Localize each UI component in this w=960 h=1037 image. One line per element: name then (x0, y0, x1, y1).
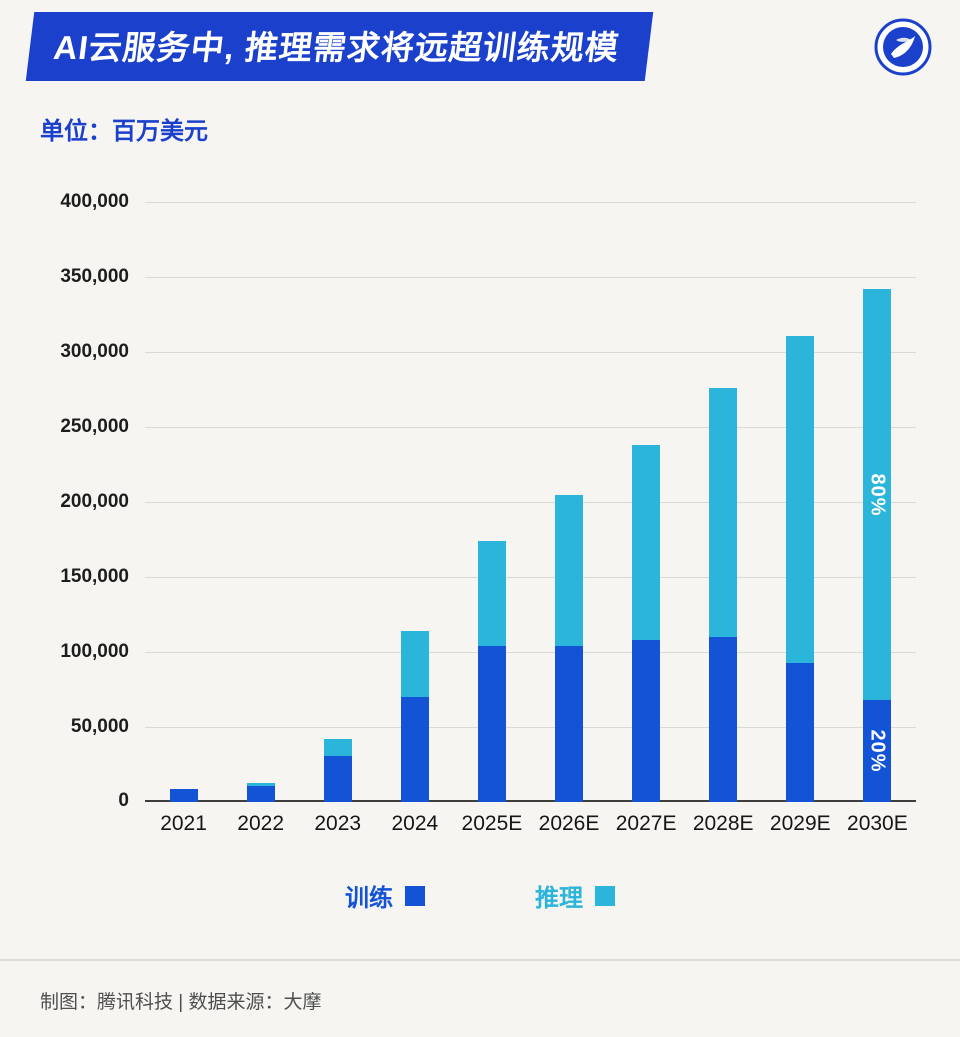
footer-divider (0, 959, 960, 961)
bar-segment (400, 697, 429, 802)
bar-column-2025E (453, 202, 530, 802)
stacked-bar (477, 202, 506, 802)
gridline: 150,000 (60, 566, 916, 587)
x-tick-label: 2027E (615, 812, 677, 835)
y-tick-label: 350,000 (60, 266, 129, 287)
bar-segment (400, 631, 429, 697)
gridline: 400,000 (60, 191, 916, 212)
y-tick-label: 250,000 (60, 416, 129, 437)
x-tick-label: 2024 (391, 812, 439, 835)
gridline: 250,000 (60, 416, 916, 437)
x-tick-label: 2028E (692, 812, 754, 835)
stacked-bar (786, 202, 815, 802)
bar-segment (786, 662, 815, 802)
bar-segment (323, 739, 352, 756)
bar-segment (246, 782, 275, 786)
stacked-bar: 20% 80% (863, 202, 892, 802)
y-tick-label: 300,000 (60, 341, 129, 362)
gridline: 100,000 (60, 641, 916, 662)
plot-area: 0 50,000 100,000 150,000 200,000 250,000 300,0… (60, 191, 916, 811)
gridline: 50,000 (71, 716, 916, 737)
bar-column-2023 (299, 202, 376, 802)
x-axis-labels: 2021 2022 2023 2024 2025E 2026E 2027E 2028E 2029… (145, 812, 916, 836)
title-banner: AI云服务中, 推理需求将远超训练规模 (25, 12, 654, 81)
bar-column-2028E (685, 202, 762, 802)
page-title: AI云服务中, 推理需求将远超训练规模 (51, 29, 622, 66)
bar-segment (323, 755, 352, 802)
bar-segment: 20% (863, 700, 892, 802)
gridline: 0 (118, 790, 916, 811)
unit-label: 单位：百万美元 (40, 118, 208, 145)
x-tick-label: 2026E (538, 812, 600, 835)
bar-segment (632, 640, 661, 802)
bar-segment (786, 335, 815, 663)
legend-swatch-icon (405, 885, 425, 906)
stacked-bar (632, 202, 661, 802)
bar-column-2022 (222, 202, 299, 802)
y-tick-label: 150,000 (60, 566, 129, 587)
bar-segment (709, 388, 738, 637)
legend-item: 训练 (345, 878, 425, 913)
bar-segment (555, 494, 584, 646)
x-tick-label: 2030E (847, 812, 908, 835)
stacked-bar (555, 202, 584, 802)
y-tick-label: 400,000 (60, 191, 129, 212)
bar-annotation: 80% (866, 472, 889, 517)
bar-segment (709, 637, 738, 802)
bar-segment (555, 646, 584, 802)
gridline: 300,000 (60, 341, 916, 362)
bar-column-2024 (376, 202, 453, 802)
y-tick-label: 100,000 (60, 641, 129, 662)
bar-annotation: 20% (866, 729, 889, 773)
bar-segment (169, 788, 198, 802)
y-tick-label: 0 (118, 790, 129, 811)
bar-column-2030E: 20% 80% (839, 202, 916, 802)
stacked-bar (400, 202, 429, 802)
bar-segment (246, 785, 275, 802)
bar-segment (477, 646, 506, 802)
gridline: 200,000 (60, 491, 916, 512)
x-tick-label: 2023 (314, 812, 362, 835)
legend-label: 训练 (345, 885, 393, 912)
bars: 20% 80% (145, 202, 916, 802)
bar-column-2021 (145, 202, 222, 802)
legend-swatch-icon (595, 885, 615, 906)
stacked-bar (709, 202, 738, 802)
stacked-bar (323, 202, 352, 802)
y-tick-label: 200,000 (60, 491, 129, 512)
x-tick-label: 2021 (160, 812, 207, 835)
legend-item: 推理 (535, 878, 615, 913)
stacked-bar (169, 202, 198, 802)
header: AI云服务中, 推理需求将远超训练规模 (0, 0, 960, 81)
legend-label: 推理 (535, 885, 583, 912)
y-tick-label: 50,000 (70, 716, 129, 737)
footer-credit: 制图：腾讯科技 | 数据来源：大摩 (40, 992, 322, 1013)
bar-segment: 80% (863, 289, 892, 700)
bar-segment (477, 541, 506, 646)
bar-column-2029E (762, 202, 839, 802)
x-tick-label: 2025E (461, 812, 523, 835)
x-tick-label: 2022 (237, 812, 284, 835)
legend: 训练 推理 (0, 878, 960, 913)
tencent-tech-logo (874, 18, 932, 76)
bar-column-2026E (530, 202, 607, 802)
bar-column-2027E (608, 202, 685, 802)
stacked-bar (246, 202, 275, 802)
gridline: 350,000 (60, 266, 916, 287)
bar-segment (632, 445, 661, 640)
x-tick-label: 2029E (769, 812, 831, 835)
chart: 0 50,000 100,000 150,000 200,000 250,000 300,0… (60, 191, 916, 811)
